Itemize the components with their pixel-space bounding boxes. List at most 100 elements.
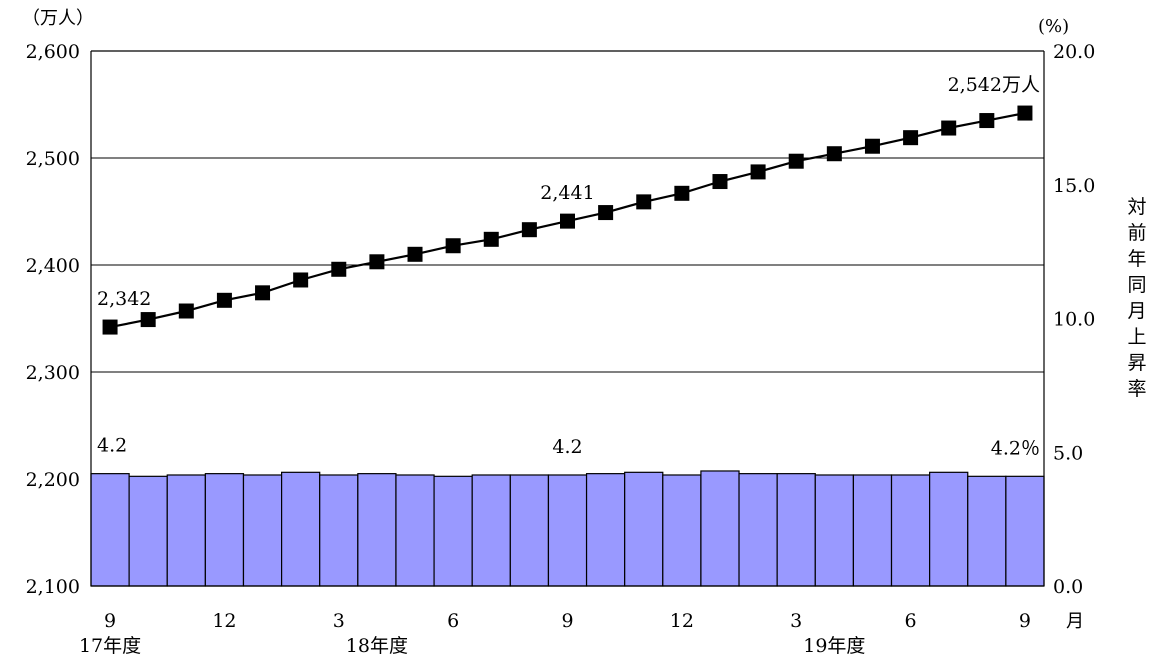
point-marker	[445, 238, 461, 254]
bar	[90, 473, 130, 587]
point-marker	[788, 153, 804, 169]
bar	[967, 475, 1007, 587]
right-axis-label-char: 対	[1127, 196, 1146, 218]
x-tick-label: 9	[104, 610, 116, 632]
right-tick-label: 5.0	[1053, 442, 1083, 464]
left-tick-label: 2,500	[26, 148, 80, 170]
gridlines	[91, 157, 1044, 480]
point-marker	[102, 319, 118, 335]
bar	[662, 474, 702, 587]
right-tick-label: 10.0	[1053, 309, 1095, 331]
fiscal-year-label: 17年度	[79, 635, 141, 657]
x-tick-label: 9	[1019, 610, 1031, 632]
point-marker	[826, 146, 842, 162]
point-marker	[903, 130, 919, 146]
bar	[319, 474, 359, 587]
bar	[281, 471, 321, 587]
bar	[509, 474, 550, 587]
left-axis-ticks: 2,100 2,200 2,300 2,400 2,500 2,600	[26, 41, 80, 598]
right-axis-label-char: 年	[1127, 248, 1146, 270]
bar	[128, 475, 168, 587]
right-axis-label-char: 同	[1127, 274, 1146, 296]
point-marker	[979, 113, 995, 129]
point-marker	[293, 272, 309, 288]
x-axis-unit: 月	[1066, 611, 1084, 632]
right-axis-label-char: 昇	[1127, 352, 1146, 374]
x-tick-label: 6	[447, 610, 459, 632]
bar	[357, 473, 397, 587]
x-tick-label: 3	[790, 610, 802, 632]
right-tick-label: 15.0	[1053, 175, 1095, 197]
bar	[738, 473, 778, 587]
point-marker	[750, 164, 766, 180]
bar	[1005, 475, 1045, 587]
bar	[852, 474, 893, 587]
line-markers	[102, 105, 1033, 335]
right-axis-label-char: 月	[1127, 300, 1146, 322]
left-tick-label: 2,300	[26, 362, 80, 384]
right-axis-label-char: 上	[1127, 326, 1146, 348]
point-marker	[140, 312, 156, 328]
left-tick-label: 2,200	[26, 469, 80, 491]
plot-frame	[90, 50, 1045, 587]
x-axis-ticks: 9 12 3 6 9 12 3 6 9	[104, 610, 1031, 632]
point-marker	[483, 231, 499, 247]
right-axis-label-char: 前	[1127, 222, 1146, 244]
x-tick-label: 3	[333, 610, 345, 632]
point-marker	[521, 222, 537, 238]
right-tick-label: 20.0	[1053, 41, 1095, 63]
bar	[204, 473, 245, 587]
left-tick-label: 2,400	[26, 255, 80, 277]
left-axis-unit: （万人）	[22, 8, 94, 29]
data-label: 2,542万人	[948, 74, 1040, 96]
point-marker	[255, 285, 271, 301]
point-marker	[598, 205, 614, 221]
x-tick-label: 12	[670, 610, 694, 632]
bar-series	[90, 470, 1045, 587]
point-marker	[1017, 105, 1033, 121]
data-label: 4.2	[97, 435, 127, 457]
bar	[929, 471, 969, 587]
data-label: 4.2	[552, 436, 582, 458]
point-marker	[941, 120, 957, 136]
left-tick-label: 2,600	[26, 41, 80, 63]
x-tick-label: 6	[905, 610, 917, 632]
point-marker	[407, 246, 423, 262]
bar	[624, 471, 664, 587]
point-marker	[178, 303, 194, 319]
bar	[395, 474, 435, 587]
bar	[242, 474, 283, 587]
data-label: 2,441	[540, 182, 594, 204]
annotations: 2,342 2,441 2,542万人 4.2 4.2 4.2％	[97, 74, 1040, 459]
data-label: 4.2％	[991, 437, 1040, 459]
fiscal-year-label: 19年度	[803, 635, 865, 657]
fiscal-year-label: 18年度	[346, 635, 408, 657]
point-marker	[712, 174, 728, 190]
point-marker	[369, 254, 385, 270]
data-label: 2,342	[97, 288, 151, 310]
right-tick-label: 0.0	[1053, 576, 1083, 598]
bar	[700, 470, 740, 587]
bar	[814, 474, 855, 587]
bar	[890, 474, 931, 587]
bar	[776, 473, 816, 587]
x-tick-label: 12	[212, 610, 236, 632]
point-marker	[216, 292, 232, 308]
x-tick-label: 9	[561, 610, 573, 632]
fiscal-year-labels: 17年度 18年度 19年度	[79, 635, 865, 657]
right-axis-label-char: 率	[1127, 378, 1146, 400]
left-tick-label: 2,100	[26, 576, 80, 598]
bar	[433, 475, 473, 587]
point-marker	[331, 261, 347, 277]
bar	[166, 474, 206, 587]
bar	[471, 474, 511, 587]
right-axis-unit: (%)	[1038, 16, 1069, 37]
point-marker	[636, 194, 652, 210]
bar	[547, 474, 588, 587]
point-marker	[674, 185, 690, 201]
right-axis-ticks: 0.0 5.0 10.0 15.0 20.0	[1053, 41, 1095, 598]
point-marker	[560, 213, 575, 229]
bar	[585, 473, 626, 587]
